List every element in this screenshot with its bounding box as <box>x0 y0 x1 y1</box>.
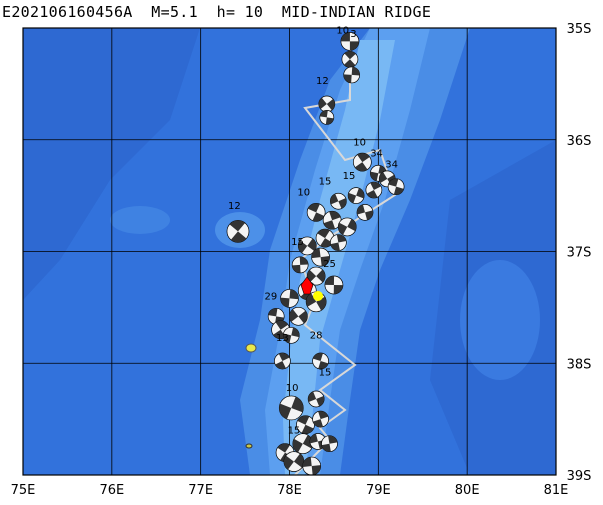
focal-mechanism-beachball <box>343 66 361 84</box>
focal-mechanism-beachball <box>365 181 383 199</box>
epicenter-marker <box>313 291 323 301</box>
focal-mechanism-beachball <box>283 451 305 472</box>
graticule <box>23 28 556 475</box>
seafloor-patch <box>110 206 170 234</box>
focal-mechanism-beachball <box>289 306 308 326</box>
focal-mechanism-beachball <box>337 217 357 237</box>
focal-mechanism-beachball <box>330 192 347 210</box>
lon-label: 79E <box>366 483 391 498</box>
focal-mechanism-beachball <box>311 247 330 267</box>
event-depth-label: 28 <box>310 331 323 342</box>
event-depth-label: 10 <box>286 383 299 394</box>
focal-mechanism-beachball <box>319 110 335 125</box>
event-depth-label: 3 <box>350 29 356 40</box>
focal-mechanism-beachball <box>347 187 365 204</box>
focal-mechanism-beachball <box>341 50 359 68</box>
event-depth-label: 15 <box>319 176 332 187</box>
island-amsterdam <box>245 443 253 449</box>
focal-mechanism-beachball <box>280 289 299 308</box>
event-depth-label: 34 <box>370 149 383 160</box>
focal-mechanism-beachball <box>340 32 360 51</box>
map-frame <box>22 27 557 476</box>
event-depth-label: 10 <box>353 137 366 148</box>
event-depth-label: 12 <box>316 76 329 87</box>
focal-mechanism-beachball <box>330 234 347 251</box>
focal-mechanism-beachball <box>274 352 291 370</box>
focal-mechanism-beachball <box>282 326 300 344</box>
focal-mechanism-beachball <box>278 395 304 421</box>
lon-label: 77E <box>188 483 213 498</box>
event-depth-label: 13 <box>276 333 289 344</box>
focal-mechanism-beachball <box>322 210 342 230</box>
lat-label: 36S <box>567 134 592 149</box>
focal-mechanism-beachball <box>297 236 317 256</box>
lon-label: 78E <box>277 483 302 498</box>
lat-label: 39S <box>567 469 592 484</box>
event-depth-label: 15 <box>319 368 332 379</box>
lon-label: 80E <box>455 483 480 498</box>
event-depth-label: 29 <box>264 292 277 303</box>
focal-mechanism-beachball <box>306 266 326 286</box>
island-saint-paul <box>245 343 257 353</box>
axis-labels: 75E 76E 77E 78E 79E 80E 81E 35S 36S 37S 38S 39S <box>11 22 592 498</box>
seafloor-patch-east <box>460 260 540 380</box>
focal-mechanism-beachball <box>307 390 325 408</box>
event-depth-label: 10 <box>297 188 310 199</box>
map-title: E202106160456A M=5.1 h= 10 MID-INDIAN RI… <box>2 3 432 21</box>
lat-label: 37S <box>567 246 592 261</box>
event-depth-label: 10 <box>336 26 349 37</box>
event-depth-label: 15 <box>343 171 356 182</box>
focal-mechanism-beachball <box>291 256 309 274</box>
lat-label: 35S <box>567 22 592 37</box>
lon-label: 76E <box>99 483 124 498</box>
focal-mechanism-beachball <box>312 352 329 370</box>
focal-mechanism-beachball <box>267 307 285 325</box>
event-depth-label: 15 <box>288 426 301 437</box>
focal-mechanism-beachball <box>356 204 374 221</box>
event-depth-label: 12 <box>228 201 241 212</box>
focal-mechanism-beachball <box>292 433 314 455</box>
ridge-axis-shallow <box>283 40 395 475</box>
focal-mechanism-beachball <box>312 410 329 428</box>
focal-mechanism-beachball <box>318 95 336 113</box>
target-event-marker <box>300 276 314 295</box>
lon-label: 75E <box>11 483 36 498</box>
event-depth-label: 15 <box>291 237 304 248</box>
focal-mechanism-beachball <box>352 152 372 172</box>
lon-label: 81E <box>544 483 569 498</box>
lat-label: 38S <box>567 357 592 372</box>
focal-mechanism-beachball <box>296 415 315 435</box>
focal-mechanism-beachball <box>321 435 338 453</box>
focal-mechanism-beachball <box>306 203 326 222</box>
focal-mechanism-beachball <box>226 220 250 243</box>
event-depth-label: 25 <box>323 259 336 270</box>
focal-mechanism-beachball <box>324 275 344 295</box>
focal-mechanism-beachball <box>387 178 405 196</box>
focal-mechanism-beachball <box>302 456 322 476</box>
event-depth-label: 34 <box>385 160 398 171</box>
